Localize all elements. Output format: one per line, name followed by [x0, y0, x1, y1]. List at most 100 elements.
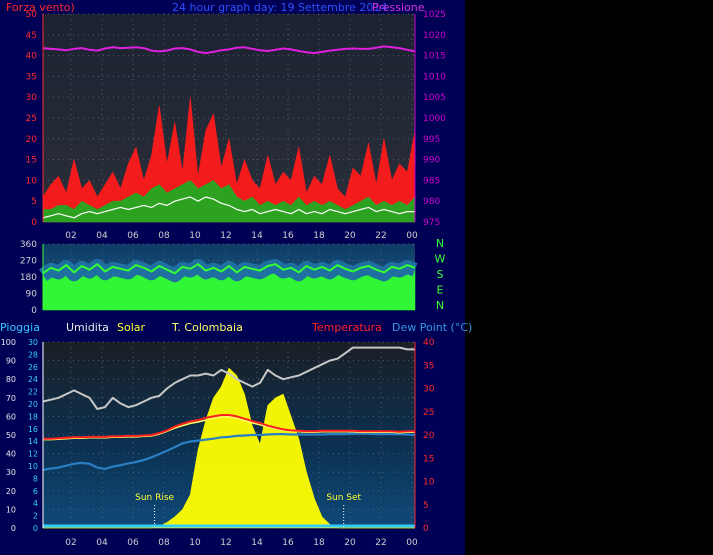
wind-line: [42, 196, 415, 219]
temp-legend: Pioggia Umidita Solar T. Colombaia Temperatu…: [0, 321, 472, 334]
y-tick-label: 5: [31, 197, 37, 207]
x-tick-label: 04: [96, 231, 108, 241]
y-tick-label: 0: [11, 524, 16, 533]
y-tick-label: 22: [28, 388, 38, 397]
y-tick-label: 16: [28, 425, 38, 434]
pressure-axis-right: 975 980 985 990 995 1000 1005 1010 1015 1020 1025: [423, 10, 446, 228]
y-tick-label: 5: [423, 501, 429, 511]
y-tick-label: 20: [26, 135, 38, 145]
compass-label: N: [436, 299, 444, 312]
y-tick-label: 90: [6, 357, 16, 366]
x-tick-label: 08: [158, 538, 170, 548]
x-tick-label: 00: [406, 231, 418, 241]
x-tick-label: 20: [344, 538, 356, 548]
temperature-axis-right: 0 5 10 15 20 25 30 35 40: [423, 338, 435, 534]
sun-annotations: Sun Rise Sun Set: [135, 493, 362, 528]
x-tick-label: 14: [251, 538, 263, 548]
y-tick-label: 1025: [423, 10, 446, 20]
y-tick-label: 35: [423, 361, 434, 371]
chart-title: 24 hour graph day: 19 Settembre 2014: [172, 1, 387, 14]
y-tick-label: 50: [6, 431, 16, 440]
y-tick-label: 26: [28, 363, 38, 372]
x-tick-label: 02: [65, 538, 76, 548]
humidity-line: [42, 346, 415, 410]
y-tick-label: 6: [33, 487, 38, 496]
x-tick-label: 14: [251, 231, 263, 241]
x-tick-label: 06: [127, 231, 139, 241]
y-tick-label: 4: [33, 499, 38, 508]
y-tick-label: 90: [26, 290, 38, 300]
y-tick-label: 995: [423, 135, 440, 145]
y-tick-label: 40: [6, 450, 16, 459]
solar-area: [43, 367, 415, 529]
temp-x-ticks: 02 04 06 08 10 12 14 16 18 20 22 00: [65, 538, 418, 548]
legend-item: Dew Point (°C): [392, 321, 472, 334]
x-tick-label: 00: [406, 538, 418, 548]
y-tick-label: 1005: [423, 93, 446, 103]
x-tick-label: 20: [344, 231, 356, 241]
y-tick-label: 1010: [423, 72, 446, 82]
x-tick-label: 22: [375, 231, 386, 241]
y-tick-label: 30: [423, 385, 435, 395]
compass-label: E: [437, 284, 444, 297]
y-tick-label: 10: [28, 462, 38, 471]
wind-x-ticks: 02 04 06 08 10 12 14 16 18 20 22 00: [65, 231, 418, 241]
y-tick-label: 1015: [423, 52, 446, 62]
y-tick-label: 30: [6, 468, 16, 477]
wind-pressure-series: [42, 45, 416, 223]
temperature-line: [43, 414, 415, 440]
pressure-axis-label: Pressione: [372, 1, 425, 14]
x-tick-label: 16: [282, 538, 294, 548]
x-tick-label: 08: [158, 231, 170, 241]
y-tick-label: 8: [33, 474, 38, 483]
sun-annotation: Sun Set: [326, 493, 361, 503]
direction-axis-left: 0 90 180 270 360: [20, 240, 37, 316]
gust-area: [42, 97, 416, 223]
x-tick-label: 12: [220, 538, 231, 548]
avg-wind-area: [42, 180, 416, 223]
humidity-axis: 0 10 20 30 40 50 60 70 80 90 100: [1, 338, 16, 533]
x-tick-label: 04: [96, 538, 108, 548]
y-tick-label: 990: [423, 156, 440, 166]
y-tick-label: 60: [6, 412, 16, 421]
x-tick-label: 10: [189, 538, 201, 548]
y-tick-label: 40: [423, 338, 435, 348]
direction-series: [38, 259, 418, 311]
y-tick-label: 180: [20, 273, 37, 283]
y-tick-label: 50: [26, 10, 38, 20]
y-tick-label: 975: [423, 218, 440, 228]
y-tick-label: 20: [423, 431, 435, 441]
y-tick-label: 30: [26, 93, 38, 103]
y-tick-label: 20: [28, 400, 38, 409]
y-tick-label: 2: [33, 512, 38, 521]
compass-label: W: [435, 253, 446, 266]
temp-series: [42, 346, 416, 529]
x-tick-label: 10: [189, 231, 201, 241]
x-tick-label: 16: [282, 231, 294, 241]
y-tick-label: 18: [28, 412, 38, 421]
x-tick-label: 06: [127, 538, 139, 548]
x-tick-label: 18: [313, 538, 325, 548]
x-tick-label: 12: [220, 231, 231, 241]
x-tick-label: 22: [375, 538, 386, 548]
y-tick-label: 25: [423, 408, 434, 418]
y-tick-label: 0: [31, 218, 37, 228]
y-tick-label: 20: [6, 487, 16, 496]
y-tick-label: 100: [1, 338, 16, 347]
y-tick-label: 270: [20, 257, 37, 267]
y-tick-label: 30: [28, 338, 38, 347]
compass-label: S: [437, 268, 444, 281]
y-tick-label: 12: [28, 450, 38, 459]
y-tick-label: 15: [26, 156, 37, 166]
x-tick-label: 02: [65, 231, 76, 241]
compass-label: N: [436, 237, 444, 250]
y-tick-label: 0: [423, 524, 429, 534]
y-tick-label: 985: [423, 176, 440, 186]
y-tick-label: 25: [26, 114, 37, 124]
direction-band-mask: [38, 259, 418, 283]
legend-item: Umidita: [66, 321, 109, 334]
wind-axis-left: 0 5 10 15 20 25 30 35 40 45 50: [26, 10, 38, 228]
